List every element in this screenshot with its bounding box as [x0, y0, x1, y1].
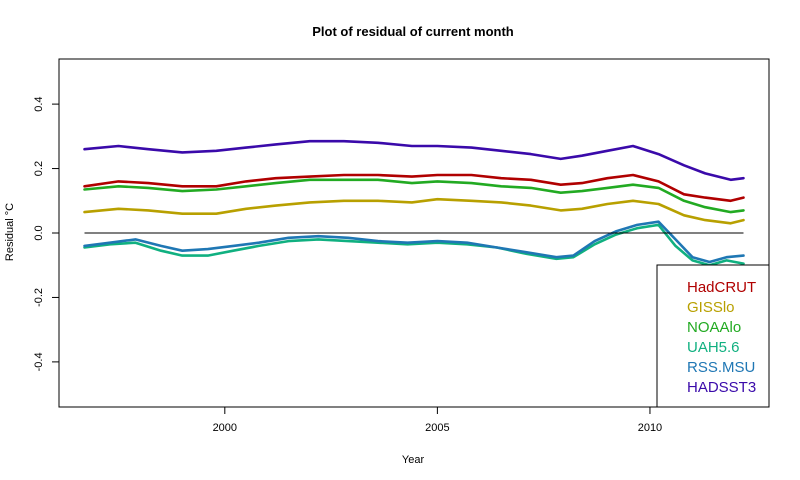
y-tick-label: -0.2	[33, 288, 45, 307]
x-tick-label: 2005	[425, 422, 449, 434]
x-tick-label: 2010	[638, 422, 662, 434]
y-axis: -0.4 -0.2 0.0 0.2 0.4	[33, 96, 60, 371]
series-line-noaalo	[83, 178, 745, 214]
legend-entry: RSS.MSU	[687, 359, 755, 376]
y-tick-label: 0.4	[33, 96, 45, 111]
series-line-uah5-6	[83, 223, 745, 267]
legend-entry: UAH5.6	[687, 339, 740, 356]
chart-title: Plot of residual of current month	[312, 24, 514, 39]
x-axis-label: Year	[402, 454, 425, 466]
y-tick-label: 0.2	[33, 161, 45, 176]
series-line-hadcrut	[83, 173, 745, 203]
series-layer	[83, 139, 745, 267]
x-axis: 2000 2005 2010	[213, 406, 662, 434]
legend-entry: NOAAlo	[687, 319, 741, 336]
legend-entry: GISSlo	[687, 299, 735, 316]
x-tick-label: 2000	[213, 422, 237, 434]
legend-box	[656, 264, 770, 408]
y-tick-label: -0.4	[33, 352, 45, 371]
legend: HadCRUT GISSlo NOAAlo UAH5.6 RSS.MSU HADSST3	[656, 264, 770, 408]
series-line-hadsst3	[83, 139, 745, 182]
y-axis-label: Residual °C	[4, 203, 16, 261]
series-line-gisslo	[83, 197, 745, 225]
legend-entry: HADSST3	[687, 379, 756, 396]
series-line-rss-msu	[83, 220, 745, 264]
legend-entry: HadCRUT	[687, 279, 756, 296]
y-tick-label: 0.0	[33, 225, 45, 240]
